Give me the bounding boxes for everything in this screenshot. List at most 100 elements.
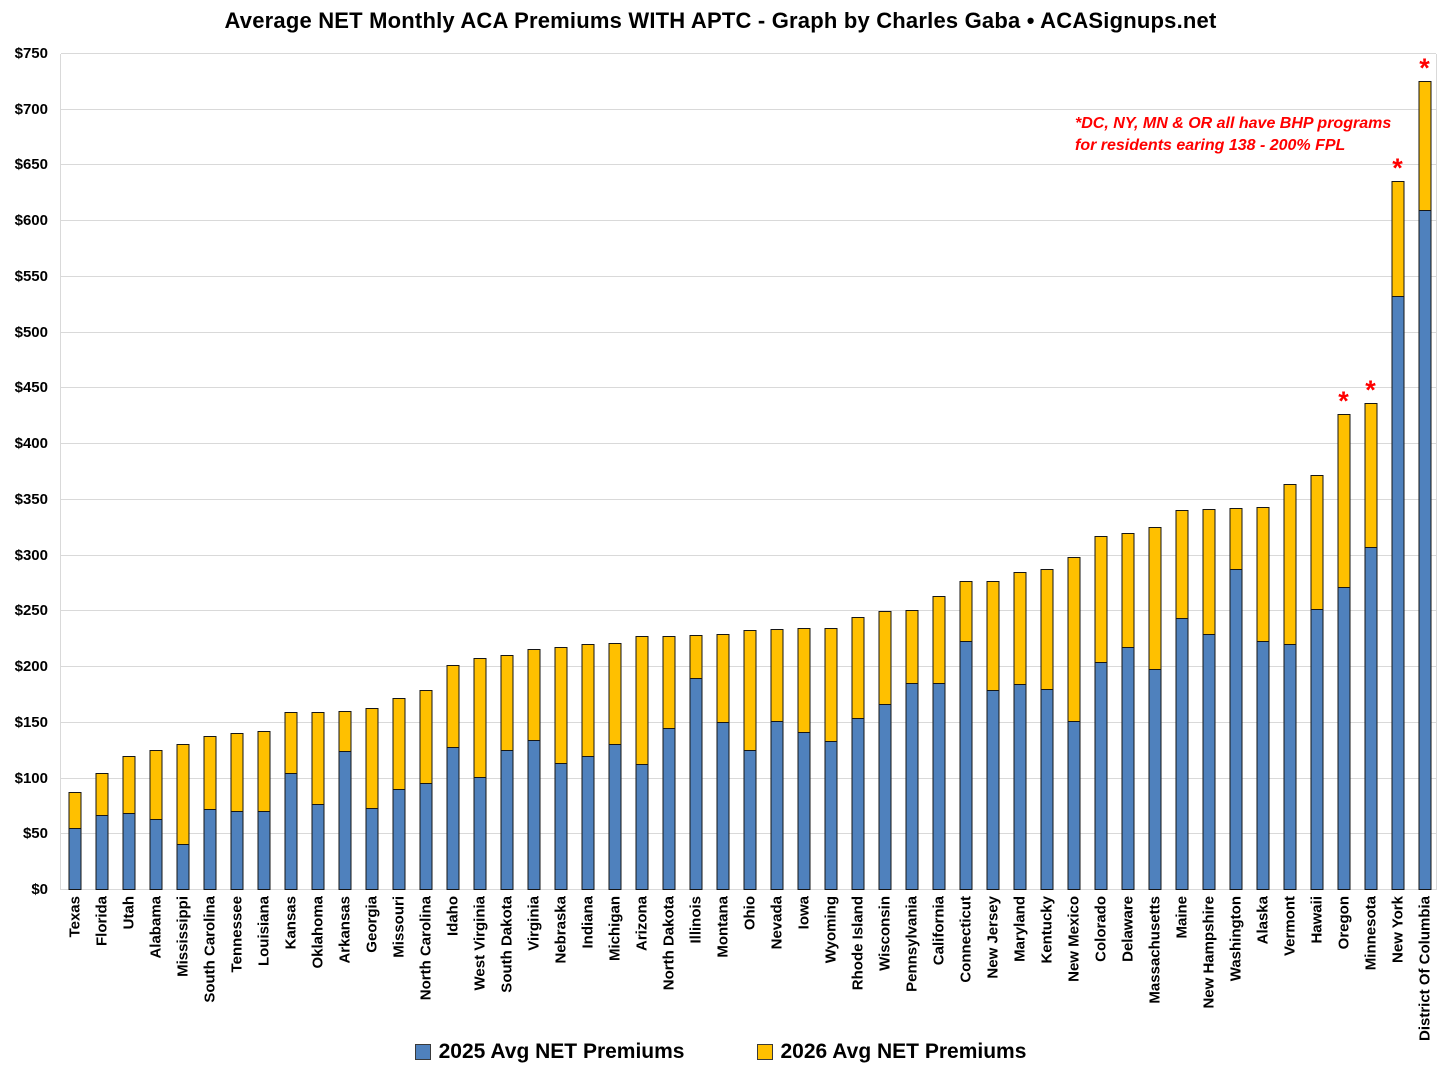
segment-2026 (176, 744, 189, 845)
y-tick-label: $750 (14, 45, 48, 62)
bar-column-indiana: Indiana (574, 54, 601, 949)
bar-column-vermont: Vermont (1276, 54, 1303, 956)
bar-delaware (1121, 533, 1134, 890)
bar-column-michigan: Michigan (601, 54, 628, 961)
y-tick-label: $350 (14, 490, 48, 508)
bar-column-minnesota: * Minnesota (1357, 54, 1384, 970)
legend-swatch-2026 (756, 1044, 773, 1060)
bar-column-oregon: * Oregon (1330, 54, 1357, 950)
bar-rhode-island (851, 616, 864, 890)
x-label-wisconsin: Wisconsin (876, 896, 893, 971)
bar-illinois (689, 634, 702, 890)
bar-alaska (1256, 506, 1269, 890)
segment-2025 (1337, 586, 1350, 890)
segment-2026 (392, 698, 405, 789)
segment-2025 (1013, 683, 1026, 890)
segment-2025 (365, 807, 378, 890)
bar-column-nebraska: Nebraska (547, 54, 574, 964)
gridline (61, 275, 1436, 277)
gridline (61, 610, 1436, 612)
bar-texas (68, 791, 81, 890)
segment-2026 (230, 732, 243, 811)
segment-2026 (1256, 506, 1269, 642)
y-tick-label: $400 (14, 435, 48, 453)
segment-2026 (365, 708, 378, 808)
bar-column-maryland: Maryland (1006, 54, 1033, 962)
bar-column-new-york: * New York (1384, 54, 1411, 963)
legend-item-2026: 2026 Avg NET Premiums (756, 1040, 1027, 1064)
segment-2026 (959, 581, 972, 642)
bar-column-utah: Utah (115, 54, 142, 929)
segment-2025 (176, 844, 189, 890)
gridline (61, 331, 1436, 333)
bar-hawaii (1310, 475, 1323, 890)
bar-new-hampshire (1202, 508, 1215, 890)
bar-new-mexico (1067, 556, 1080, 890)
bar-iowa (797, 628, 810, 890)
segment-2025 (581, 756, 594, 890)
segment-2026 (1337, 414, 1350, 587)
gridline (61, 498, 1436, 500)
legend-label-2026: 2026 Avg NET Premiums (780, 1040, 1027, 1063)
segment-2025 (500, 749, 513, 890)
bhp-asterisk-district-of-columbia: * (1419, 52, 1430, 83)
bar-ohio (743, 630, 756, 890)
x-label-colorado: Colorado (1092, 896, 1109, 962)
segment-2026 (1148, 526, 1161, 670)
legend-label-2025: 2025 Avg NET Premiums (438, 1040, 685, 1063)
x-label-louisiana: Louisiana (255, 896, 272, 967)
segment-2026 (770, 629, 783, 721)
bhp-asterisk-minnesota: * (1365, 374, 1376, 405)
segment-2026 (662, 635, 675, 729)
bar-column-alaska: Alaska (1249, 54, 1276, 944)
segment-2025 (716, 721, 729, 890)
segment-2026 (878, 611, 891, 704)
x-label-wyoming: Wyoming (822, 896, 839, 964)
x-label-district-of-columbia: District Of Columbia (1416, 896, 1433, 1042)
segment-2026 (1310, 475, 1323, 610)
bar-column-virginia: Virginia (520, 54, 547, 951)
bar-column-arizona: Arizona (628, 54, 655, 951)
bar-maryland (1013, 572, 1026, 890)
segment-2025 (473, 777, 486, 890)
y-tick-label: $700 (14, 100, 48, 118)
segment-2026 (284, 711, 297, 773)
gridline (61, 108, 1436, 110)
segment-2026 (1364, 402, 1377, 547)
segment-2025 (554, 762, 567, 890)
y-tick-label: $50 (22, 825, 48, 843)
bar-alabama (149, 749, 162, 890)
segment-2025 (1148, 669, 1161, 890)
bar-column-new-hampshire: New Hampshire (1195, 54, 1222, 1009)
bar-west-virginia (473, 658, 486, 890)
segment-2026 (1094, 535, 1107, 662)
x-label-kentucky: Kentucky (1038, 896, 1055, 964)
gridline (61, 387, 1436, 389)
segment-2025 (797, 731, 810, 890)
segment-2025 (1202, 633, 1215, 890)
segment-2026 (149, 749, 162, 819)
x-label-connecticut: Connecticut (957, 896, 974, 983)
segment-2026 (338, 710, 351, 751)
bar-column-wisconsin: Wisconsin (871, 54, 898, 971)
x-label-alaska: Alaska (1254, 896, 1271, 945)
segment-2026 (554, 647, 567, 763)
bar-column-idaho: Idaho (439, 54, 466, 936)
segment-2026 (257, 730, 270, 811)
segment-2025 (770, 720, 783, 890)
bar-minnesota (1364, 402, 1377, 890)
segment-2026 (527, 649, 540, 740)
x-label-utah: Utah (120, 896, 137, 930)
segment-2025 (1391, 295, 1404, 890)
bar-column-north-dakota: North Dakota (655, 54, 682, 990)
segment-2026 (500, 654, 513, 750)
gridline (61, 554, 1436, 556)
segment-2025 (662, 728, 675, 890)
y-tick-label: $550 (14, 267, 48, 285)
bar-column-california: California (925, 54, 952, 965)
segment-2026 (1175, 509, 1188, 619)
x-label-missouri: Missouri (390, 896, 407, 958)
segment-2026 (797, 628, 810, 732)
segment-2025 (1040, 689, 1053, 890)
segment-2025 (311, 804, 324, 890)
